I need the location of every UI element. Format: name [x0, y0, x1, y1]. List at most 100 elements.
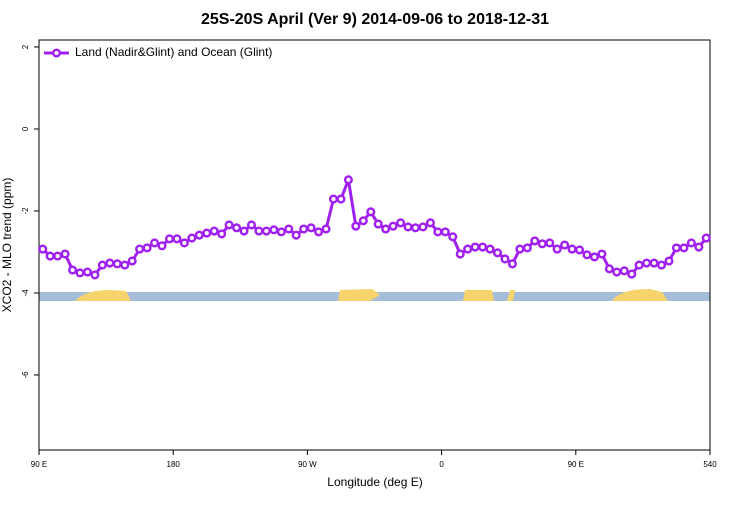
point: [597, 249, 607, 259]
point: [261, 226, 271, 236]
point: [507, 259, 517, 269]
plot-frame: [38, 39, 711, 451]
point: [97, 260, 107, 270]
point: [537, 239, 547, 249]
y-tick-label: 0: [21, 126, 30, 131]
legend-marker: [51, 48, 62, 58]
point: [38, 244, 48, 254]
point: [627, 269, 637, 279]
point: [232, 223, 242, 233]
point: [276, 227, 286, 237]
point: [604, 264, 614, 274]
point: [619, 266, 629, 276]
point: [112, 259, 122, 269]
y-tick-label: 2: [21, 44, 30, 49]
point: [448, 232, 458, 242]
x-axis-label: Longitude (deg E): [327, 475, 422, 489]
point: [679, 243, 689, 253]
point: [75, 268, 85, 278]
point: [366, 207, 376, 217]
point: [157, 241, 167, 251]
point: [150, 238, 160, 248]
point: [567, 244, 577, 254]
point: [582, 250, 592, 260]
point: [425, 218, 435, 228]
point: [440, 227, 450, 237]
x-tick-label: 0: [439, 460, 444, 469]
point: [120, 260, 130, 270]
point: [463, 244, 473, 254]
x-tick-label: 90 E: [31, 460, 47, 469]
point: [306, 223, 316, 233]
point: [492, 248, 503, 258]
point: [224, 220, 234, 230]
point: [53, 251, 63, 261]
point: [433, 227, 443, 237]
point: [649, 258, 659, 268]
y-tick-label: -6: [21, 371, 30, 379]
point: [142, 243, 152, 253]
point: [299, 224, 309, 234]
x-tick-label: 90 W: [298, 460, 317, 469]
y-tick-label: -4: [21, 289, 30, 297]
x-tick-label: 180: [167, 460, 181, 469]
y-axis-label: XCO2 - MLO trend (ppm): [0, 178, 14, 313]
point: [246, 220, 257, 230]
point: [202, 228, 212, 238]
point: [522, 243, 532, 253]
point: [574, 245, 585, 255]
point: [328, 194, 339, 204]
point: [239, 226, 249, 236]
point: [135, 244, 145, 254]
point: [194, 230, 204, 240]
point: [172, 234, 182, 244]
point: [187, 233, 197, 243]
surface-band: [39, 289, 710, 301]
point: [560, 240, 570, 250]
point: [530, 236, 540, 246]
point: [217, 229, 227, 239]
point: [686, 238, 696, 248]
point: [455, 249, 465, 259]
series-line: [41, 174, 708, 277]
point: [209, 226, 219, 236]
point: [90, 270, 100, 280]
point: [358, 216, 368, 226]
point: [552, 244, 562, 254]
point: [291, 230, 301, 240]
point: [269, 225, 279, 235]
point: [314, 227, 324, 237]
point: [485, 244, 495, 254]
point: [321, 224, 331, 234]
point: [701, 233, 711, 243]
y-tick-label: -2: [21, 207, 30, 215]
point: [418, 222, 428, 232]
chart-title: 25S-20S April (Ver 9) 2014-09-06 to 2018…: [201, 11, 549, 28]
point: [105, 258, 115, 268]
point: [612, 267, 622, 277]
point: [545, 238, 555, 248]
point: [410, 223, 421, 233]
point: [381, 224, 391, 234]
point: [403, 222, 413, 232]
point: [671, 243, 682, 253]
point: [68, 265, 78, 275]
point: [60, 249, 70, 259]
point: [351, 221, 361, 231]
point: [634, 260, 644, 270]
point: [343, 175, 353, 185]
point: [127, 256, 137, 266]
point: [589, 252, 599, 262]
point: [179, 238, 189, 248]
point: [515, 244, 525, 254]
point: [396, 218, 406, 228]
point: [470, 242, 480, 252]
point: [45, 251, 55, 261]
point: [664, 256, 674, 266]
point: [642, 258, 652, 268]
point: [478, 242, 488, 252]
point: [373, 219, 383, 229]
point: [284, 224, 294, 234]
point: [388, 221, 398, 231]
